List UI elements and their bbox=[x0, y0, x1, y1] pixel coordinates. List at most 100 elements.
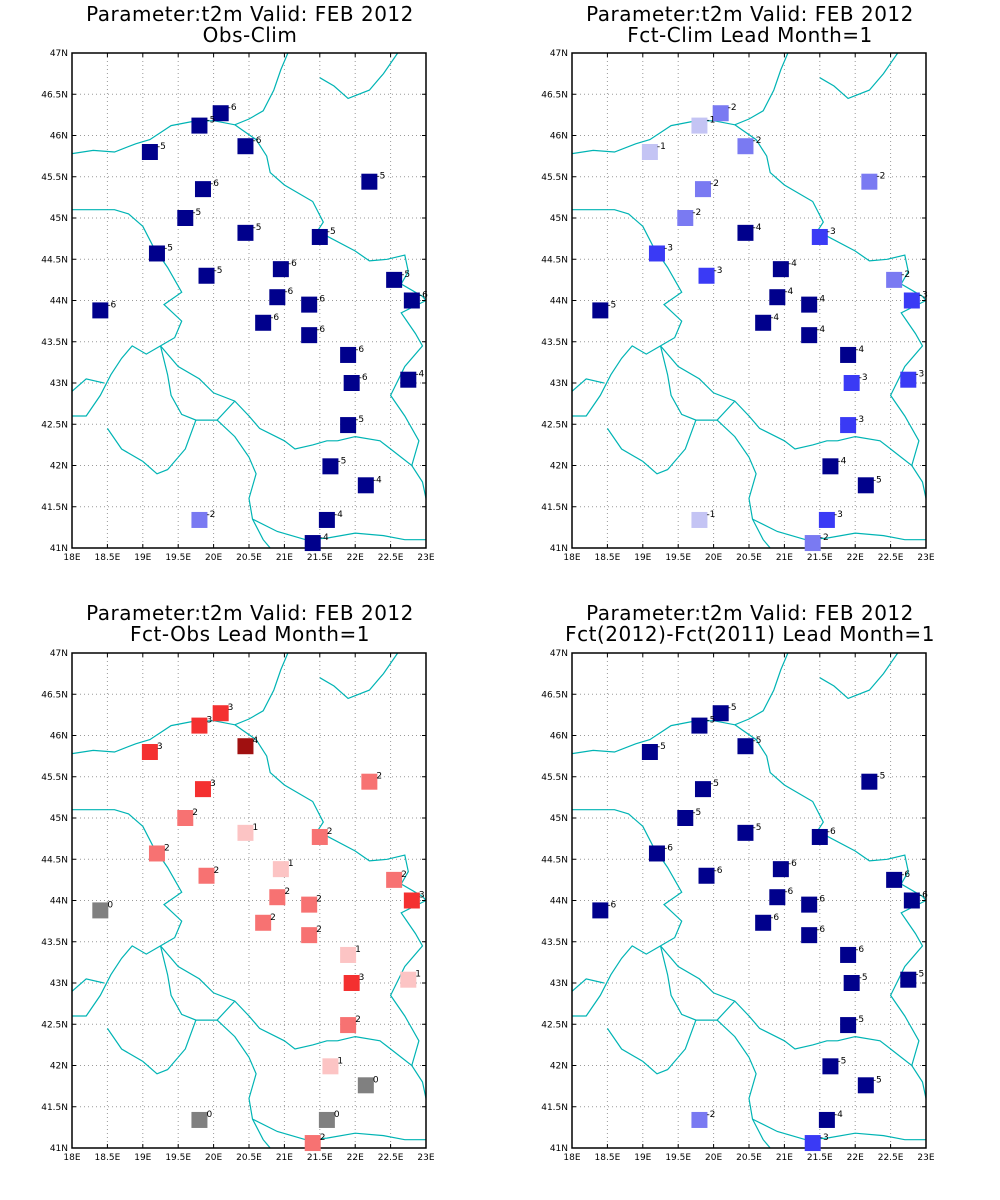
station-value-label: 3 bbox=[359, 973, 365, 983]
station-marker bbox=[237, 824, 254, 841]
station-value-label: -6 bbox=[252, 136, 261, 146]
station-marker bbox=[340, 946, 357, 963]
x-tick-label: 20E bbox=[705, 1153, 722, 1163]
y-tick-label: 44N bbox=[50, 297, 68, 307]
y-tick-label: 46N bbox=[550, 732, 568, 742]
y-tick-label: 42N bbox=[50, 1062, 68, 1072]
border-line bbox=[660, 345, 838, 450]
y-tick-label: 41.5N bbox=[41, 503, 68, 513]
y-tick-label: 43.5N bbox=[541, 338, 568, 348]
map-panel-2: 18E 18.5E 19E 19.5E 20E 20.5E 21E 21.5E 22E 22.5E… bbox=[541, 49, 935, 563]
station-marker bbox=[301, 296, 318, 313]
station-marker bbox=[857, 477, 874, 494]
x-tick-label: 18E bbox=[563, 1153, 580, 1163]
y-tick-label: 47N bbox=[50, 49, 68, 59]
station-marker bbox=[822, 1058, 839, 1075]
border-line bbox=[216, 419, 271, 548]
station-marker bbox=[903, 292, 920, 309]
station-marker bbox=[191, 717, 208, 734]
y-tick-label: 44N bbox=[50, 897, 68, 907]
station-value-label: 2 bbox=[192, 808, 198, 818]
station-markers: 3 3 3 4 2 3 2 1 2 2 1 2 2 2 2 3 0 2 2 1 3 1 2 1 0 0 0 2 bbox=[92, 703, 425, 1152]
station-value-label: -5 bbox=[752, 823, 761, 833]
station-marker bbox=[691, 1111, 708, 1128]
border-line bbox=[160, 345, 338, 450]
station-marker bbox=[340, 1017, 357, 1034]
station-value-label: -1 bbox=[706, 116, 715, 126]
station-marker bbox=[194, 181, 211, 198]
y-tick-label: 43N bbox=[50, 379, 68, 389]
station-marker bbox=[269, 289, 286, 306]
y-tick-label: 41N bbox=[550, 1144, 568, 1154]
x-tick-label: 22.5E bbox=[378, 553, 404, 563]
station-value-label: -3 bbox=[919, 291, 928, 301]
y-tick-label: 45.5N bbox=[41, 773, 68, 783]
y-tick-label: 46N bbox=[50, 732, 68, 742]
border-line bbox=[252, 518, 426, 541]
station-marker bbox=[900, 971, 917, 988]
x-tick-label: 18E bbox=[63, 1153, 80, 1163]
grid-lines bbox=[72, 653, 426, 1148]
station-value-label: -4 bbox=[415, 370, 424, 380]
station-value-label: -5 bbox=[728, 703, 737, 713]
station-value-label: 3 bbox=[206, 716, 212, 726]
station-value-label: -5 bbox=[873, 475, 882, 485]
grid-lines bbox=[572, 53, 926, 548]
station-value-label: 2 bbox=[355, 1015, 361, 1025]
station-marker bbox=[237, 224, 254, 241]
y-tick-label: 46.5N bbox=[41, 90, 68, 100]
station-value-label: -6 bbox=[284, 287, 293, 297]
station-value-label: 2 bbox=[164, 843, 170, 853]
x-tick-label: 21E bbox=[776, 553, 793, 563]
station-value-label: -5 bbox=[915, 970, 924, 980]
border-line bbox=[659, 345, 736, 421]
panel-1-title-line1: Parameter:t2m Valid: FEB 2012 bbox=[86, 2, 414, 26]
station-marker bbox=[592, 302, 609, 319]
panel-4-title-line2: Fct(2012)-Fct(2011) Lead Month=1 bbox=[565, 622, 935, 646]
station-marker bbox=[191, 117, 208, 134]
station-marker bbox=[343, 975, 360, 991]
panel-3-title-line1: Parameter:t2m Valid: FEB 2012 bbox=[86, 601, 414, 625]
station-marker bbox=[403, 892, 420, 909]
station-marker bbox=[712, 105, 729, 122]
station-value-label: -3 bbox=[820, 1133, 829, 1143]
y-tick-label: 42N bbox=[50, 462, 68, 472]
border-line bbox=[837, 435, 926, 499]
border-line bbox=[752, 518, 926, 541]
x-tick-label: 20.5E bbox=[236, 1153, 262, 1163]
x-tick-label: 19.5E bbox=[165, 1153, 191, 1163]
x-tick-label: 22E bbox=[847, 553, 864, 563]
y-tick-label: 44.5N bbox=[541, 255, 568, 265]
border-line bbox=[716, 419, 771, 548]
station-markers: -6 -5 -5 -6 -5 -6 -5 -5 -5 -5 -6 -5 -5 -6 -6 -6 -6 -6 -6 -6… bbox=[92, 103, 428, 552]
station-value-label: -4 bbox=[320, 533, 329, 543]
border-line bbox=[659, 945, 736, 1021]
station-value-label: 0 bbox=[373, 1075, 379, 1085]
y-tick-label: 42.5N bbox=[41, 420, 68, 430]
station-marker bbox=[92, 302, 109, 319]
y-tick-label: 41.5N bbox=[41, 1103, 68, 1113]
border-line bbox=[72, 978, 105, 992]
station-value-label: -6 bbox=[855, 945, 864, 955]
station-value-label: 1 bbox=[252, 823, 258, 833]
station-value-label: -2 bbox=[752, 136, 761, 146]
x-tick-label: 19.5E bbox=[665, 1153, 691, 1163]
station-marker bbox=[191, 1111, 208, 1128]
station-value-label: -6 bbox=[316, 325, 325, 335]
station-marker bbox=[886, 871, 903, 888]
station-value-label: 2 bbox=[401, 870, 407, 880]
station-value-label: 2 bbox=[284, 887, 290, 897]
y-tick-label: 42.5N bbox=[541, 420, 568, 430]
y-tick-label: 45N bbox=[550, 814, 568, 824]
station-value-label: -5 bbox=[855, 1015, 864, 1025]
y-tick-label: 43N bbox=[50, 979, 68, 989]
station-marker bbox=[698, 867, 715, 884]
station-marker bbox=[900, 371, 917, 388]
station-marker bbox=[755, 314, 772, 331]
x-tick-label: 21.5E bbox=[307, 553, 333, 563]
y-tick-label: 45.5N bbox=[541, 173, 568, 183]
x-tick-label: 23E bbox=[917, 1153, 934, 1163]
station-value-label: 1 bbox=[355, 945, 361, 955]
station-value-label: -5 bbox=[214, 266, 223, 276]
station-marker bbox=[255, 314, 272, 331]
